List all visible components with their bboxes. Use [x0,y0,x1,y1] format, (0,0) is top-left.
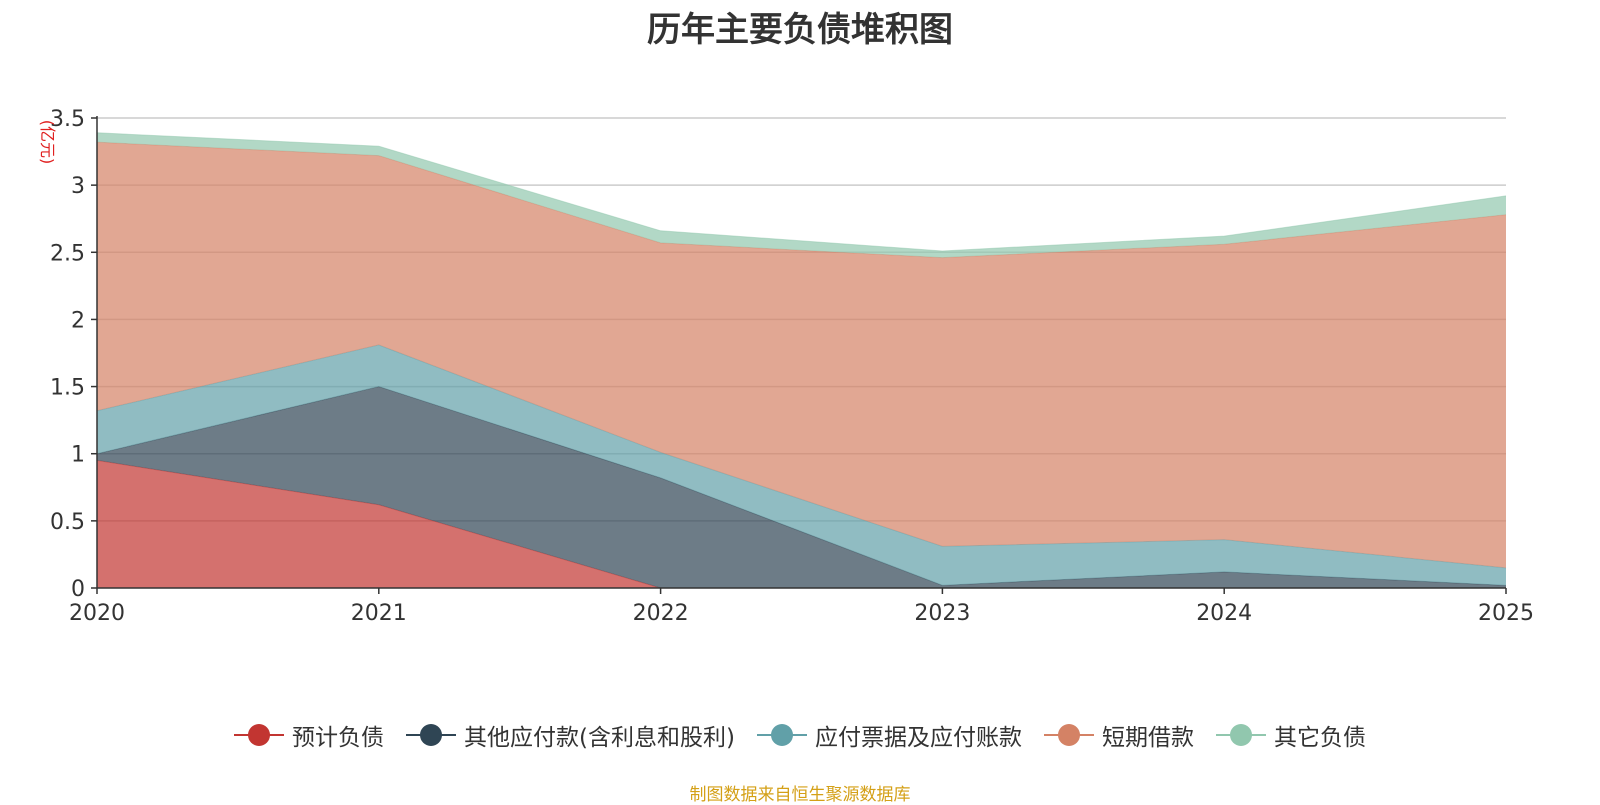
y-tick-label: 0 [71,577,85,602]
area-series-3 [97,142,1506,568]
legend-marker-icon [234,723,285,747]
chart-title: 历年主要负债堆积图 [647,10,953,50]
x-tick-label: 2022 [633,601,689,626]
legend-label: 短期借款 [1101,725,1194,751]
y-tick-label: 0.5 [50,510,85,535]
legend: 预计负债 其他应付款(含利息和股利) 应付票据及应付账款 短期借款 其它负债 [0,718,1600,752]
chart-area: 0 0.5 1 1.5 2 2.5 3 3.5 2020 2021 2022 2023 2024 2025… [38,107,1534,626]
area-series-1 [97,386,1506,588]
legend-marker-icon [1043,723,1094,747]
data-source-note: 制图数据来自恒生聚源数据库 [689,785,911,805]
y-tick-label: 3.5 [50,107,85,132]
x-tick-label: 2023 [914,601,970,626]
y-tick-label: 2.5 [50,241,85,266]
x-tick-label: 2025 [1478,601,1534,626]
legend-item-1[interactable]: 其他应付款(含利息和股利) [406,718,735,752]
x-tick-label: 2024 [1196,601,1252,626]
legend-label: 其他应付款(含利息和股利) [464,725,735,751]
y-tick-label: 1.5 [50,376,85,401]
y-tick-label: 1 [71,443,85,468]
x-tick-label: 2020 [69,601,125,626]
legend-item-4[interactable]: 其它负债 [1215,718,1366,752]
legend-label: 预计负债 [292,725,385,751]
area-series-line-4 [96,132,1507,252]
legend-label: 应付票据及应付账款 [814,725,1022,751]
legend-marker-icon [406,723,457,747]
area-series-2 [97,344,1506,586]
area-series-4 [97,132,1506,258]
y-axis-unit-label: (亿元) [38,120,57,165]
legend-marker-icon [1215,723,1266,747]
y-tick-label: 3 [71,174,85,199]
legend-item-3[interactable]: 短期借款 [1043,718,1194,752]
x-tick-label: 2021 [351,601,407,626]
y-tick-label: 2 [71,308,85,333]
legend-item-0[interactable]: 预计负债 [234,718,384,752]
legend-marker-icon [756,723,807,747]
legend-item-2[interactable]: 应付票据及应付账款 [756,718,1022,752]
legend-label: 其它负债 [1273,725,1366,751]
area-series-0 [97,460,1506,588]
